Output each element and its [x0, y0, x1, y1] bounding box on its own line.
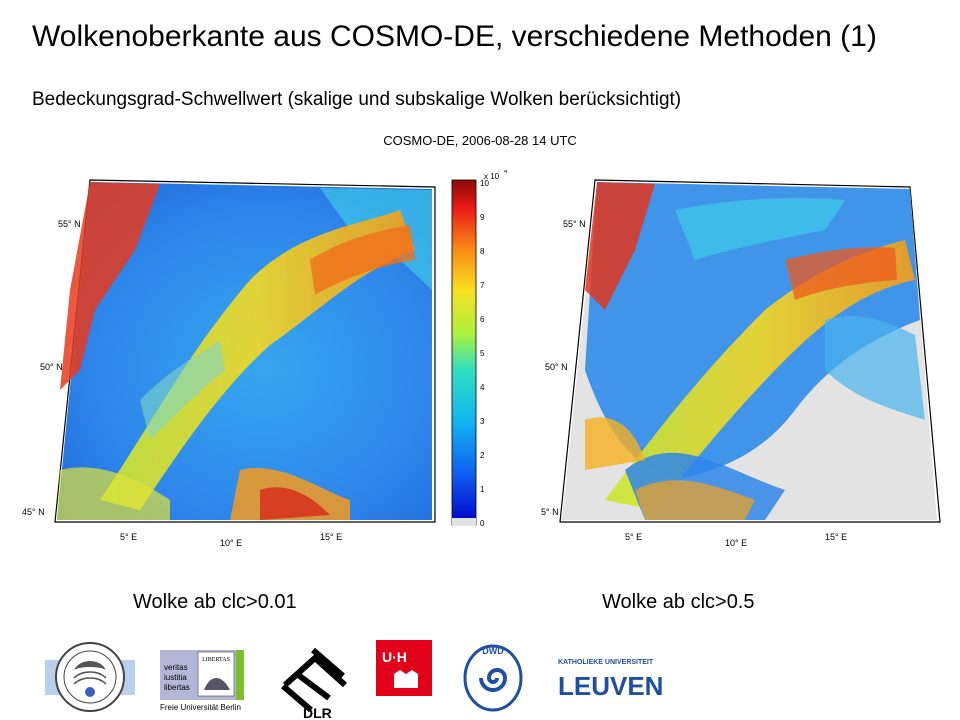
caption-clc-05: Wolke ab clc>0.5: [602, 591, 755, 613]
map-clc-05: 55° N 50° N 5° N 5° E 10° E 15° E: [541, 179, 941, 548]
colorbar-tick: 6: [480, 315, 485, 324]
dlr-logo: DLR: [281, 647, 348, 720]
uhh-text: U·H: [382, 649, 407, 665]
lat-label-45: 45° N: [22, 507, 45, 517]
fu-badge-text: LIBERTAS: [202, 657, 230, 663]
colorbar-tick: 7: [480, 281, 485, 290]
colorbar-tick: 0: [480, 519, 485, 528]
colorbar-tick: 3: [480, 417, 485, 426]
colorbar-tick: 2: [480, 451, 485, 460]
lon-label-5: 5° E: [120, 532, 137, 542]
lon-label-5: 5° E: [625, 532, 642, 542]
lon-label-10: 10° E: [725, 538, 747, 548]
lat-label-50: 50° N: [40, 362, 63, 372]
lon-label-15: 15° E: [320, 532, 342, 542]
colorbar-tick: 5: [480, 349, 485, 358]
fu-motto-1: veritas: [164, 663, 188, 672]
fu-berlin-logo: LIBERTAS veritas iustitia libertas Freie…: [160, 650, 244, 712]
colorbar-tick: 1: [480, 485, 485, 494]
leuven-text: LEUVEN: [558, 671, 663, 700]
fu-motto-2: iustitia: [164, 673, 187, 682]
colorbar-tick: 8: [480, 247, 485, 256]
colorbar-multiplier: x 10: [484, 172, 500, 181]
logo-bar: LIBERTAS veritas iustitia libertas Freie…: [0, 640, 960, 720]
ku-leuven-logo: KATHOLIEKE UNIVERSITEIT LEUVEN: [558, 659, 663, 700]
slide-subtitle: Bedeckungsgrad-Schwellwert (skalige und …: [32, 89, 682, 110]
igm-koeln-logo: [45, 642, 135, 712]
colorbar-exponent: 4: [504, 170, 508, 175]
map-clc-001: 55° N 50° N 45° N 5° E 10° E 15° E: [22, 179, 436, 548]
run-label: COSMO-DE, 2006-08-28 14 UTC: [383, 133, 577, 148]
lat-label-55: 55° N: [563, 219, 586, 229]
lat-label-50: 50° N: [545, 362, 568, 372]
lat-label-55: 55° N: [58, 219, 81, 229]
lon-label-15: 15° E: [825, 532, 847, 542]
dlr-text: DLR: [303, 705, 332, 720]
colorbar-tick: 4: [480, 383, 485, 392]
leuven-top-text: KATHOLIEKE UNIVERSITEIT: [558, 659, 654, 666]
lon-label-10: 10° E: [220, 538, 242, 548]
dwd-logo: DWD: [463, 644, 523, 712]
lat-label-45: 5° N: [541, 507, 559, 517]
fu-motto-3: libertas: [164, 683, 190, 692]
caption-clc-001: Wolke ab clc>0.01: [133, 591, 297, 613]
colorbar-tick: 10: [480, 179, 489, 188]
uhh-logo: U·H: [376, 640, 432, 696]
colorbar-tick: 9: [480, 213, 485, 222]
colorbar: x 10 4 10 9 8 7 6 5 4 3 2 1 0: [451, 170, 508, 528]
dwd-text: DWD: [482, 646, 504, 656]
slide-title: Wolkenoberkante aus COSMO-DE, verschiede…: [32, 20, 877, 53]
fu-name: Freie Universität Berlin: [160, 703, 241, 712]
